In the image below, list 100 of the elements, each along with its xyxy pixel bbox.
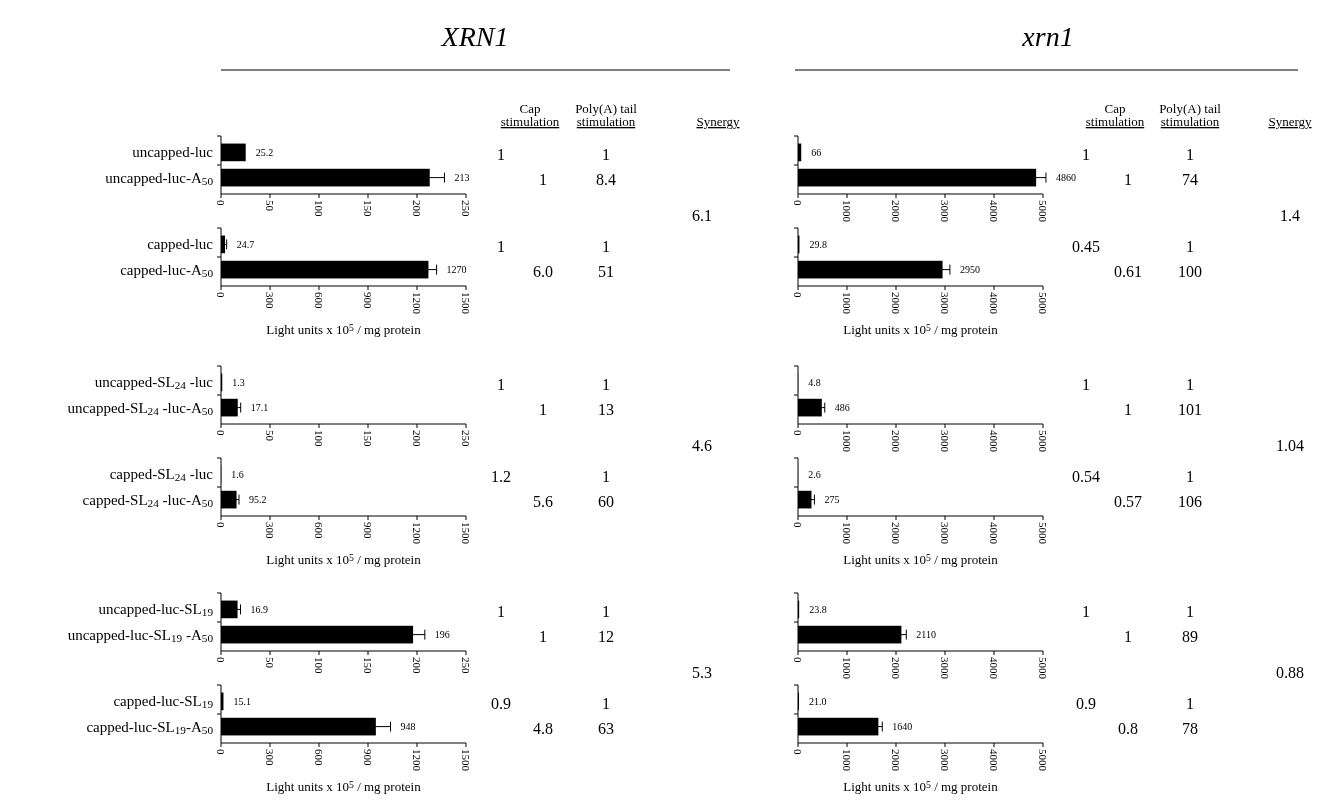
- text: Synergy: [696, 114, 741, 129]
- text: 1: [602, 467, 610, 485]
- data-label: 486: [834, 402, 850, 414]
- x-tick-label: 300: [264, 292, 276, 309]
- x-tick-label: 1000: [841, 749, 853, 772]
- text: Poly(A) tail stimulation: [1159, 101, 1222, 129]
- x-tick-label: 1500: [460, 522, 472, 545]
- text: xrn1: [1021, 21, 1074, 52]
- text: 1: [1186, 694, 1194, 712]
- x-tick-label: 1000: [841, 657, 853, 680]
- x-tick-label: 250: [460, 657, 472, 674]
- text: 1.4: [1280, 206, 1300, 224]
- x-tick-label: 200: [411, 200, 423, 217]
- x-tick-label: 1000: [841, 522, 853, 545]
- x-tick-label: 1200: [411, 292, 423, 315]
- data-label: 213: [454, 172, 470, 184]
- text: Cap stimulation: [500, 101, 560, 129]
- text: 0.57: [1114, 493, 1142, 511]
- x-tick-label: 0: [215, 749, 227, 755]
- x-tick-label: 50: [264, 657, 276, 669]
- text: 0.61: [1114, 263, 1142, 281]
- x-tick-label: 600: [313, 522, 325, 539]
- x-axis-title: Light units x 10$^{5}$ / mg protein: [266, 551, 422, 567]
- text: 1: [1186, 375, 1194, 393]
- text: 101: [1178, 401, 1202, 419]
- text: 1.2: [491, 467, 511, 485]
- x-axis-title: Light units x 10$^{5}$ / mg protein: [266, 321, 422, 337]
- text: 5.6: [533, 493, 553, 511]
- data-label: 95.2: [249, 494, 267, 506]
- x-tick-label: 0: [792, 749, 804, 755]
- text: 78: [1182, 720, 1198, 738]
- x-tick-label: 5000: [1037, 292, 1049, 315]
- x-tick-label: 5000: [1037, 657, 1049, 680]
- text: 4.6: [692, 436, 712, 454]
- x-tick-label: 5000: [1037, 749, 1049, 772]
- text: 89: [1182, 628, 1198, 646]
- text: 1: [497, 145, 505, 163]
- data-label: 196: [434, 629, 450, 641]
- text: 60: [598, 493, 614, 511]
- text: 0.8: [1118, 720, 1138, 738]
- data-label: 29.8: [809, 238, 827, 250]
- y-tick-label: uncapped-luc-SL$_{19}$ -A$_{50}$: [67, 626, 214, 644]
- x-tick-label: 5000: [1037, 430, 1049, 453]
- text: 0.88: [1276, 663, 1304, 681]
- text: 74: [1182, 171, 1198, 189]
- x-tick-label: 600: [313, 292, 325, 309]
- x-tick-label: 900: [362, 522, 374, 539]
- x-tick-label: 5000: [1037, 200, 1049, 223]
- text: 1.04: [1276, 436, 1304, 454]
- x-tick-label: 50: [264, 200, 276, 212]
- text: 1: [539, 171, 547, 189]
- data-label: 4.8: [808, 376, 821, 388]
- text: 63: [598, 720, 614, 738]
- data-label: 2110: [916, 629, 936, 641]
- x-tick-label: 3000: [939, 657, 951, 680]
- x-tick-label: 0: [215, 522, 227, 528]
- data-label: 2.6: [808, 468, 821, 480]
- x-tick-label: 900: [362, 292, 374, 309]
- x-tick-label: 2000: [890, 749, 902, 772]
- x-tick-label: 150: [362, 657, 374, 674]
- x-tick-label: 4000: [988, 200, 1000, 223]
- x-tick-label: 300: [264, 522, 276, 539]
- text: 100: [1178, 263, 1202, 281]
- data-label: 16.9: [250, 603, 268, 615]
- text: 5.3: [692, 663, 712, 681]
- text: 1: [602, 602, 610, 620]
- text: 1: [497, 602, 505, 620]
- data-label: 23.8: [809, 603, 827, 615]
- data-label: 66: [811, 146, 822, 158]
- y-tick-label: capped-luc-SL$_{19}$: [113, 693, 214, 711]
- x-axis-title: Light units x 10$^{5}$ / mg protein: [843, 551, 999, 567]
- text: 1: [1186, 467, 1194, 485]
- text: 1: [1082, 602, 1090, 620]
- x-tick-label: 200: [411, 657, 423, 674]
- x-axis-title: Light units x 10$^{5}$ / mg protein: [266, 778, 422, 794]
- x-tick-label: 0: [215, 657, 227, 663]
- text: 1: [1124, 401, 1132, 419]
- x-tick-label: 4000: [988, 430, 1000, 453]
- x-tick-label: 100: [313, 200, 325, 217]
- text: 51: [598, 263, 614, 281]
- x-tick-label: 4000: [988, 749, 1000, 772]
- data-label: 275: [824, 494, 840, 506]
- x-tick-label: 0: [792, 292, 804, 298]
- x-tick-label: 1000: [841, 292, 853, 315]
- x-tick-label: 4000: [988, 657, 1000, 680]
- x-tick-label: 1000: [841, 430, 853, 453]
- text: 6.1: [692, 206, 712, 224]
- x-tick-label: 3000: [939, 522, 951, 545]
- text: 0.45: [1072, 237, 1100, 255]
- data-label: 24.7: [236, 238, 255, 250]
- x-tick-label: 150: [362, 200, 374, 217]
- x-tick-label: 5000: [1037, 522, 1049, 545]
- text: 1: [602, 694, 610, 712]
- text: 12: [598, 628, 614, 646]
- x-tick-label: 100: [313, 430, 325, 447]
- x-tick-label: 2000: [890, 200, 902, 223]
- y-tick-label: capped-luc-A$_{50}$: [120, 261, 214, 279]
- text: 0.9: [491, 694, 511, 712]
- x-tick-label: 0: [215, 200, 227, 206]
- x-tick-label: 4000: [988, 522, 1000, 545]
